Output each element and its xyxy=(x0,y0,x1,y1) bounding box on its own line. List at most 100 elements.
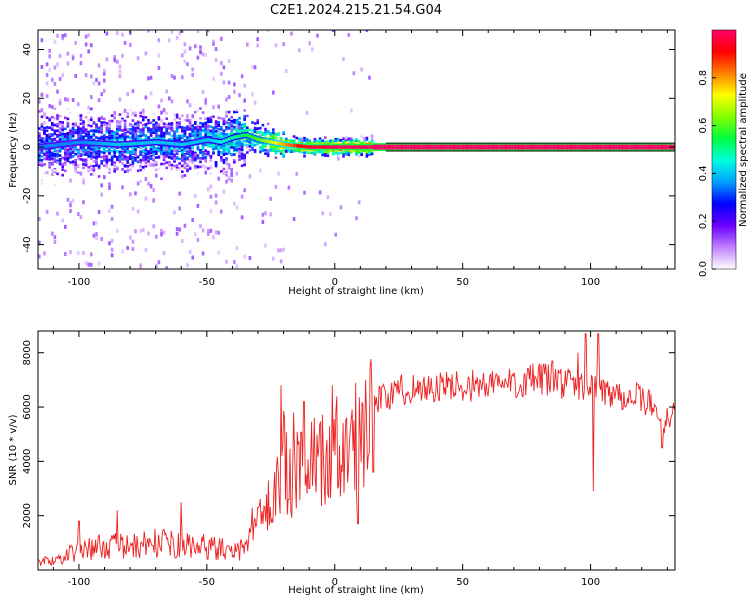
spectrogram-cell xyxy=(225,259,228,264)
spectrogram-cell xyxy=(191,124,194,127)
spectrogram-cell xyxy=(233,118,236,122)
spectrogram-cell xyxy=(100,145,103,149)
spectrogram-cell xyxy=(134,229,137,234)
x-tick-label: 100 xyxy=(581,577,600,588)
spectrogram-cell xyxy=(84,42,88,47)
spectrogram-cell xyxy=(142,169,145,172)
spectrogram-cell xyxy=(64,135,67,139)
spectrogram-cell xyxy=(152,123,155,127)
spectrogram-cell xyxy=(233,148,236,152)
spectrogram-cell xyxy=(240,128,244,132)
spectrogram-cell xyxy=(243,114,246,118)
spectrogram-cell xyxy=(129,163,132,167)
spectrogram-cell xyxy=(87,32,90,37)
spectrogram-cell xyxy=(199,148,202,152)
spectrogram-cell xyxy=(162,146,166,149)
spectrogram-cell xyxy=(230,167,233,171)
spectrogram-cell xyxy=(43,172,46,175)
spectrogram-cell xyxy=(134,159,137,162)
tone-cell xyxy=(612,144,616,150)
spectrogram-cell xyxy=(207,133,210,136)
spectrogram-cell xyxy=(175,134,179,138)
spectrogram-cell xyxy=(326,195,330,200)
colorbar-ticks: 0.00.20.40.60.8 xyxy=(698,70,716,277)
spectrogram-cell xyxy=(155,124,158,128)
spectrogram-cell xyxy=(350,138,353,142)
y-tick-label: 40 xyxy=(22,43,33,56)
spectrogram-cell xyxy=(363,136,366,141)
spectrogram-cell xyxy=(136,209,140,214)
spectrogram-cell xyxy=(121,110,124,114)
tone-cell xyxy=(649,144,652,150)
spectrogram-cell xyxy=(126,146,129,149)
tone-cell xyxy=(121,142,124,147)
spectrogram-cell xyxy=(58,149,62,153)
spectrogram-cell xyxy=(178,31,181,36)
spectrogram-cell xyxy=(253,143,257,147)
spectrogram-cell xyxy=(235,108,239,112)
spectrogram-cell xyxy=(225,148,228,151)
spectrogram-cell xyxy=(126,168,129,173)
spectrogram-cell xyxy=(90,107,93,111)
spectrogram-cell xyxy=(157,167,161,170)
spectrogram-cell xyxy=(131,151,135,155)
tone-cell xyxy=(313,145,317,149)
spectrogram-cell xyxy=(142,158,145,162)
spectrogram-cell xyxy=(220,146,223,150)
spectrogram-cell xyxy=(290,149,293,152)
spectrogram-cell xyxy=(77,155,80,158)
spectrogram-cell xyxy=(40,182,44,185)
spectrogram-cell xyxy=(66,61,70,66)
colorbar-tick-label: 0.6 xyxy=(698,118,709,134)
spectrogram-cell xyxy=(220,117,223,120)
spectrogram-cell xyxy=(157,260,161,265)
y-tick-label: 2000 xyxy=(22,503,33,528)
spectrogram-cell xyxy=(212,127,215,130)
spectrogram-cell xyxy=(287,139,291,143)
spectrogram-cell xyxy=(103,151,106,155)
spectrogram-cell xyxy=(38,152,41,155)
spectrogram-cell xyxy=(313,138,317,141)
spectrogram-cell xyxy=(214,126,218,129)
spectrogram-cell xyxy=(168,122,171,126)
tone-cell xyxy=(290,143,293,148)
spectrogram-cell xyxy=(69,209,72,214)
spectrogram-cell xyxy=(316,33,319,38)
spectrogram-cell xyxy=(118,113,122,116)
spectrogram-cell xyxy=(74,146,77,150)
spectrogram-cell xyxy=(97,175,101,178)
spectrogram-cell xyxy=(165,132,168,135)
spectrogram-cell xyxy=(220,209,223,214)
spectrogram-cell xyxy=(201,143,205,147)
spectrogram-ylabel: Frequency (Hz) xyxy=(8,112,19,188)
spectrogram-cell xyxy=(157,53,161,58)
spectrogram-cell xyxy=(318,139,322,142)
spectrogram-cell xyxy=(108,131,111,135)
spectrogram-cell xyxy=(58,53,62,58)
tone-cell xyxy=(586,144,590,150)
spectrogram-cell xyxy=(209,117,213,121)
spectrogram-cell xyxy=(92,121,96,124)
spectrogram-cell xyxy=(147,136,150,139)
spectrogram-cell xyxy=(318,142,322,145)
spectrogram-cell xyxy=(144,153,148,156)
tone-cell xyxy=(383,144,387,150)
spectrogram-cell xyxy=(118,120,122,125)
spectrogram-cell xyxy=(103,134,106,137)
spectrogram-cell xyxy=(66,97,70,102)
spectrogram-cell xyxy=(64,151,67,154)
spectrogram-cell xyxy=(108,119,111,123)
spectrogram-cell xyxy=(152,198,155,203)
spectrogram-cell xyxy=(196,172,200,175)
spectrogram-cell xyxy=(246,114,249,118)
spectrogram-cell xyxy=(157,104,161,109)
y-tick-label: 8000 xyxy=(22,340,33,365)
spectrogram-cell xyxy=(209,143,213,147)
spectrogram-cell xyxy=(97,119,101,122)
spectrogram-cell xyxy=(357,154,361,158)
spectrogram-cell xyxy=(186,156,189,160)
spectrogram-cell xyxy=(207,187,210,192)
spectrogram-cell xyxy=(84,134,88,138)
spectrogram-cell xyxy=(225,170,228,174)
spectrogram-cell xyxy=(69,111,72,115)
